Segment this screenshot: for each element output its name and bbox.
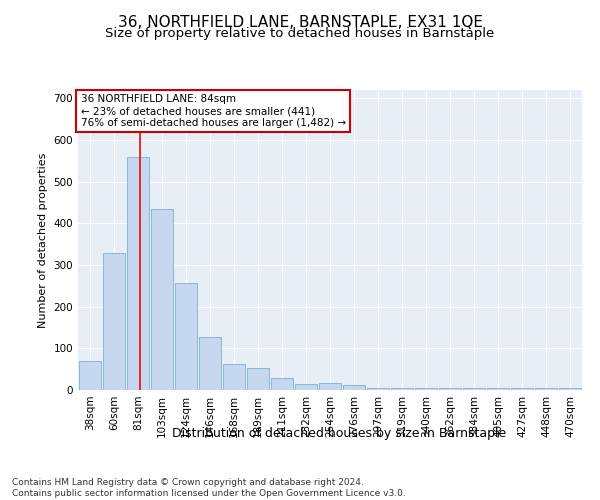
Bar xyxy=(511,388,533,390)
Bar xyxy=(535,388,557,390)
Bar xyxy=(151,209,173,390)
Bar xyxy=(559,388,581,390)
Bar xyxy=(367,388,389,390)
Bar xyxy=(127,156,149,390)
Bar xyxy=(319,382,341,390)
Bar xyxy=(79,361,101,390)
Bar xyxy=(247,368,269,390)
Bar xyxy=(199,336,221,390)
Bar xyxy=(175,282,197,390)
Text: Size of property relative to detached houses in Barnstaple: Size of property relative to detached ho… xyxy=(106,28,494,40)
Bar xyxy=(223,364,245,390)
Text: Contains HM Land Registry data © Crown copyright and database right 2024.
Contai: Contains HM Land Registry data © Crown c… xyxy=(12,478,406,498)
Bar xyxy=(487,388,509,390)
Bar xyxy=(103,254,125,390)
Bar xyxy=(439,388,461,390)
Y-axis label: Number of detached properties: Number of detached properties xyxy=(38,152,48,328)
Text: Distribution of detached houses by size in Barnstaple: Distribution of detached houses by size … xyxy=(172,428,506,440)
Bar xyxy=(271,378,293,390)
Bar xyxy=(295,384,317,390)
Bar xyxy=(391,388,413,390)
Bar xyxy=(463,388,485,390)
Text: 36, NORTHFIELD LANE, BARNSTAPLE, EX31 1QE: 36, NORTHFIELD LANE, BARNSTAPLE, EX31 1Q… xyxy=(118,15,482,30)
Text: 36 NORTHFIELD LANE: 84sqm
← 23% of detached houses are smaller (441)
76% of semi: 36 NORTHFIELD LANE: 84sqm ← 23% of detac… xyxy=(80,94,346,128)
Bar xyxy=(415,388,437,390)
Bar xyxy=(343,386,365,390)
